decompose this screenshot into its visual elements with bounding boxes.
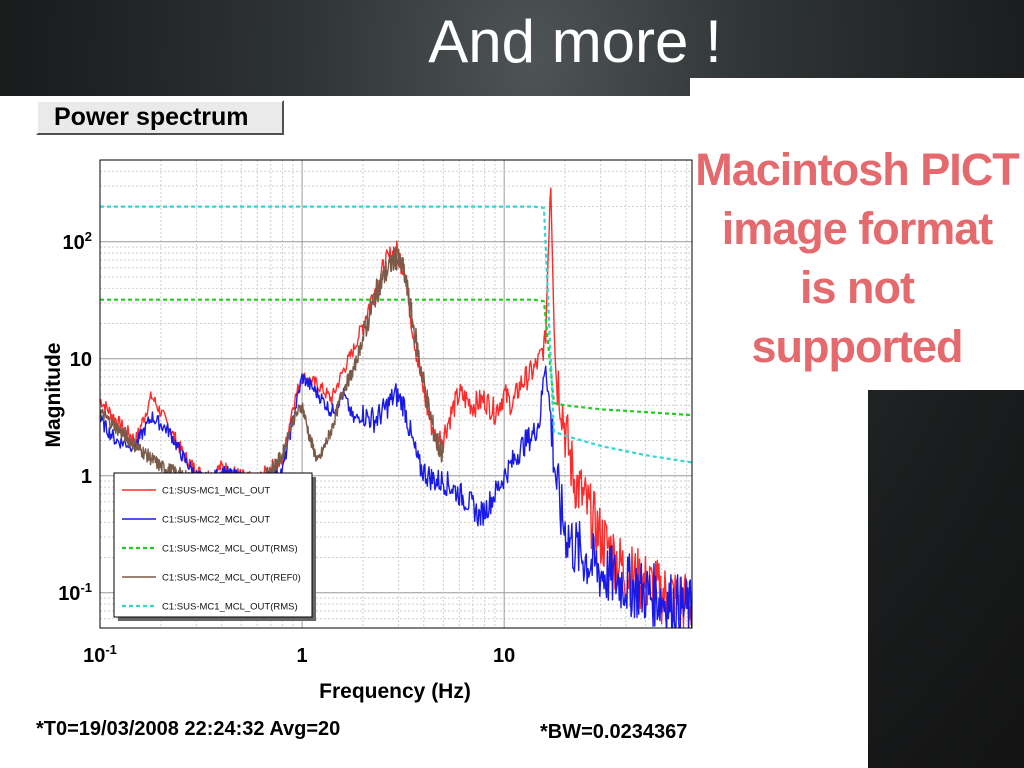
power-spectrum-tab[interactable]: Power spectrum: [36, 100, 284, 135]
legend-label: C1:SUS-MC2_MCL_OUT(RMS): [162, 544, 298, 555]
legend-label: C1:SUS-MC2_MCL_OUT: [162, 515, 270, 526]
unsupported-image-message: Macintosh PICT image format is not suppo…: [690, 140, 1024, 376]
series-line: [100, 298, 692, 417]
x-axis-label: Frequency (Hz): [319, 680, 471, 703]
x-tick-label: 10: [493, 645, 515, 667]
axis-ticks: 10-1 1 10 10-1 1 10 102: [58, 229, 515, 667]
timestamp-average: *T0=19/03/2008 22:24:32 Avg=20: [36, 718, 341, 740]
legend-label: C1:SUS-MC1_MCL_OUT: [162, 486, 270, 497]
legend-label: C1:SUS-MC2_MCL_OUT(REF0): [162, 573, 301, 584]
legend[interactable]: C1:SUS-MC1_MCL_OUT C1:SUS-MC2_MCL_OUT C1:S…: [113, 472, 316, 621]
image-placeholder-panel: [690, 78, 1024, 390]
y-tick-label: 102: [63, 229, 92, 254]
y-tick-label: 10: [70, 349, 92, 371]
plot-frame: [99, 159, 693, 629]
x-tick-label: 1: [297, 645, 308, 667]
y-axis-label: Magnitude: [42, 343, 65, 448]
message-line: is not supported: [751, 262, 964, 372]
slide-title: And more !: [428, 8, 722, 75]
bandwidth: *BW=0.0234367: [540, 721, 688, 743]
x-tick-label: 10-1: [83, 642, 117, 667]
message-line: Macintosh PICT: [695, 144, 1020, 195]
message-line: image format: [721, 203, 994, 254]
y-tick-label: 10-1: [58, 580, 92, 605]
series-line: [100, 205, 692, 464]
y-tick-label: 1: [81, 466, 92, 488]
legend-label: C1:SUS-MC1_MCL_OUT(RMS): [162, 602, 298, 613]
legend-box: [113, 472, 313, 618]
